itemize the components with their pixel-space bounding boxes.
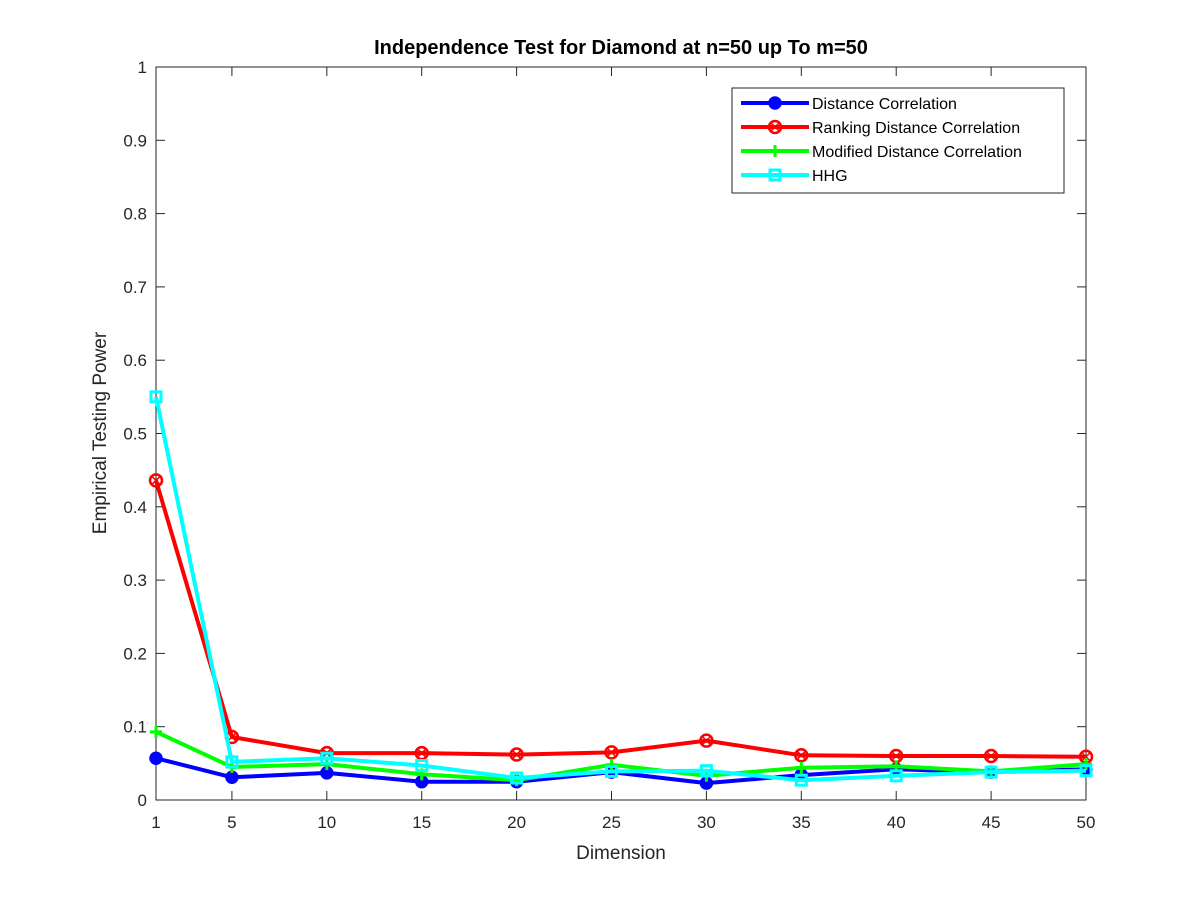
y-tick-label: 0.8 [123,205,147,224]
legend-marker [768,96,782,110]
data-point [699,764,713,778]
legend-item: Ranking Distance Correlation [741,119,1020,137]
legend-marker [767,119,783,135]
legend-marker [769,145,781,157]
data-point [509,747,524,762]
legend-label: Ranking Distance Correlation [812,120,1020,137]
legend-label: HHG [812,168,848,185]
y-axis-label: Empirical Testing Power [90,331,111,534]
legend: Distance Correlation Ranking Distance Cor… [731,87,1065,194]
data-point [225,770,239,785]
data-point [225,755,239,769]
data-point [983,748,999,764]
y-tick-label: 0 [138,791,147,810]
data-point [150,725,162,738]
data-point [794,773,808,787]
x-axis-label: Dimension [576,843,666,864]
data-point [320,751,334,765]
data-point [699,733,714,748]
x-tick-label: 45 [982,813,1001,832]
y-tick-label: 0.1 [123,718,147,737]
x-tick-label: 15 [412,813,431,832]
y-tick-label: 0.4 [123,498,147,517]
data-point [605,758,618,771]
data-point [795,761,808,774]
x-tick-label: 5 [227,813,236,832]
data-point [1079,764,1093,778]
data-point [889,769,903,783]
x-tick-label: 50 [1077,813,1096,832]
data-point [510,771,524,785]
data-point [415,759,429,773]
data-point [794,748,809,763]
legend-item: Modified Distance Correlation [741,144,1022,161]
chart-title: Independence Test for Diamond at n=50 up… [374,37,868,59]
series-3 [149,390,1093,787]
data-point [148,473,164,488]
x-tick-label: 1 [151,813,160,832]
y-tick-label: 0.2 [123,644,147,663]
data-point [1080,758,1092,771]
data-point [984,765,998,779]
legend-marker [768,168,782,182]
y-tick-label: 0.3 [123,571,147,590]
y-tick-label: 0.9 [123,131,147,150]
data-point [605,764,619,778]
series-line [154,396,1087,783]
y-tick-label: 0.7 [123,278,147,297]
legend-label: Modified Distance Correlation [812,144,1022,161]
x-tick-label: 35 [792,813,811,832]
legend-item: HHG [741,168,848,185]
x-tick-label: 40 [887,813,906,832]
y-tick-label: 0.5 [123,425,147,444]
x-tick-label: 20 [507,813,526,832]
x-tick-label: 25 [602,813,621,832]
legend-label: Distance Correlation [812,96,957,113]
data-point [604,745,619,760]
x-tick-label: 30 [697,813,716,832]
series-layer [148,390,1094,790]
x-tick-label: 10 [317,813,336,832]
axis-ticks: 1 5 10 15 20 25 30 35 40 45 5000.10.20.30.40.50.60… [123,58,1095,832]
y-tick-label: 0.6 [123,351,147,370]
legend-item: Distance Correlation [741,96,957,113]
data-point [149,390,163,404]
y-tick-label: 1 [138,58,147,77]
data-point [149,751,163,765]
